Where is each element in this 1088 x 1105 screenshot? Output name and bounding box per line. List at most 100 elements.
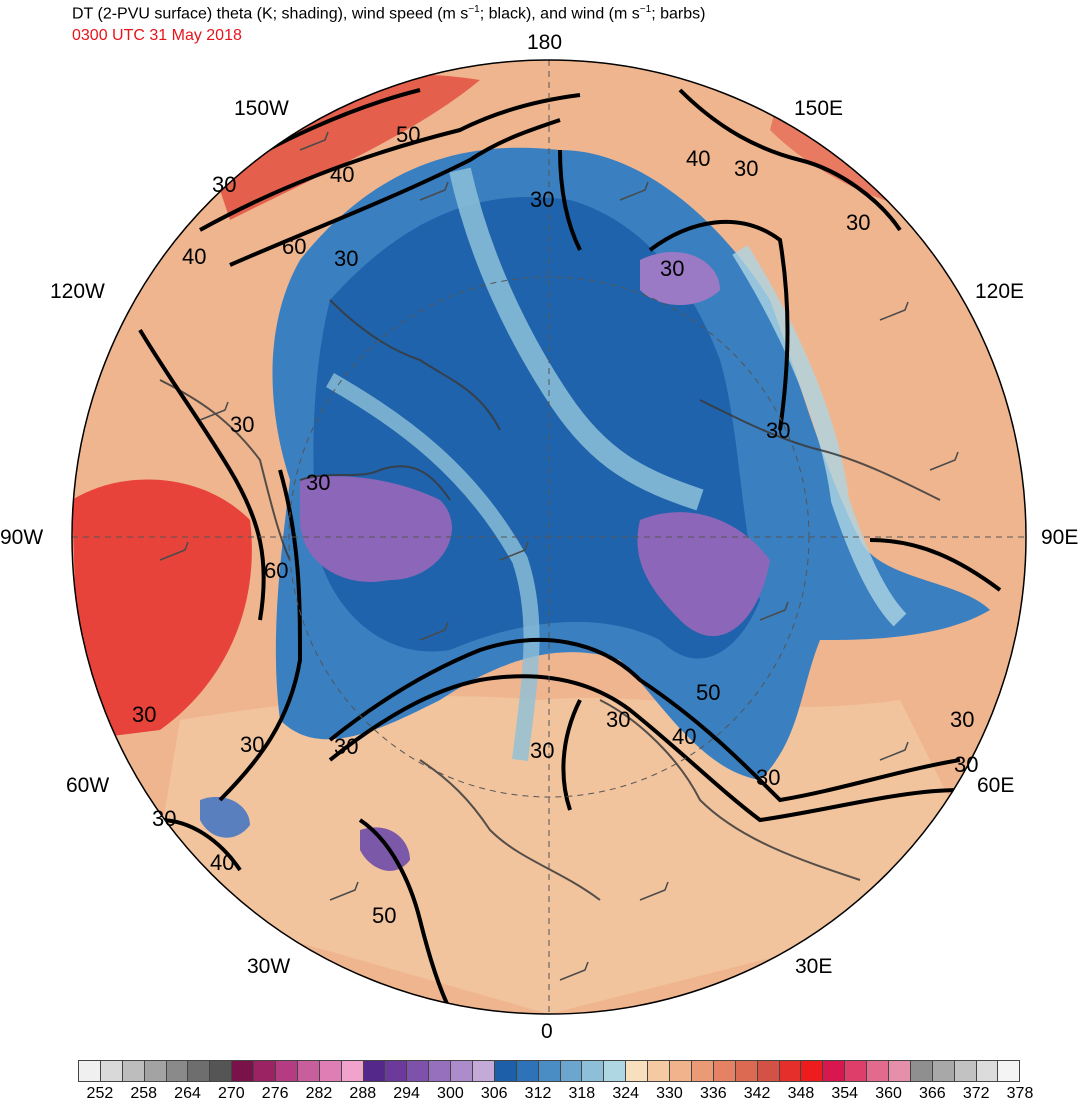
colorbar-tick-label: 366 [919, 1085, 946, 1102]
wind-speed-contours [138, 88, 1002, 1011]
valid-time-subtitle: 0300 UTC 31 May 2018 [72, 27, 242, 44]
colorbar-cell [604, 1061, 627, 1081]
figure-title: DT (2-PVU surface) theta (K; shading), w… [72, 4, 706, 23]
contour-label: 30 [334, 246, 358, 271]
colorbar-cell [166, 1061, 189, 1081]
contour-label: 30 [530, 738, 554, 763]
contour-label: 50 [396, 122, 420, 147]
map-boundary [71, 59, 1027, 1015]
lon-label-30w: 30W [247, 955, 291, 978]
colorbar-cell [954, 1061, 977, 1081]
colorbar-cell [254, 1061, 277, 1081]
contour-label: 30 [954, 752, 978, 777]
colorbar-cell [341, 1061, 364, 1081]
colorbar-cell [210, 1061, 233, 1081]
contour-label: 30 [756, 765, 780, 790]
lon-label-60w: 60W [66, 774, 110, 797]
colorbar-cell [297, 1061, 320, 1081]
colorbar-tick-label: 264 [174, 1085, 201, 1102]
contour-label: 30 [306, 470, 330, 495]
colorbar-cell [144, 1061, 167, 1081]
colorbar-tick-label: 282 [305, 1085, 333, 1102]
colorbar-cell [538, 1061, 561, 1081]
colorbar-tick-label: 258 [130, 1085, 158, 1102]
coastlines [159, 299, 941, 901]
colorbar-tick-label: 312 [524, 1085, 552, 1102]
cold-core-purple-north [640, 251, 720, 305]
colorbar-cell [385, 1061, 408, 1081]
colorbar-tick-label: 294 [393, 1085, 420, 1102]
colorbar-cell [801, 1061, 824, 1081]
contour-label: 30 [766, 418, 790, 443]
colorbar-cell [779, 1061, 802, 1081]
colorbar-cell [232, 1061, 255, 1081]
warm-region-lower [150, 696, 1000, 1014]
lon-label-180: 180 [527, 31, 563, 54]
colorbar-cell [713, 1061, 736, 1081]
light-blue-filament-2 [326, 373, 540, 761]
lon-label-120w: 120W [50, 280, 105, 303]
lon-label-90e: 90E [1041, 526, 1079, 549]
colorbar-cell [845, 1061, 868, 1081]
colorbar-cell [560, 1061, 583, 1081]
colorbar-tick-label: 252 [86, 1085, 114, 1102]
contour-label: 30 [734, 156, 758, 181]
colorbar-cell [451, 1061, 474, 1081]
colorbar-cell [910, 1061, 933, 1081]
contour-label: 30 [240, 732, 264, 757]
colorbar-cell [516, 1061, 539, 1081]
colorbar-cell [932, 1061, 955, 1081]
colorbar-cell [626, 1061, 649, 1081]
cold-spot-newfoundland [200, 796, 250, 838]
colorbar-tick-label: 378 [1006, 1085, 1034, 1102]
contour-label: 60 [282, 234, 306, 259]
colorbar-cell [429, 1061, 452, 1081]
contour-label: 40 [182, 244, 206, 269]
colorbar-tick-label: 306 [480, 1085, 508, 1102]
light-blue-filament-1 [449, 167, 704, 511]
colorbar-tick-label: 360 [875, 1085, 902, 1102]
contour-label: 40 [686, 146, 710, 171]
lon-label-90w: 90W [0, 526, 44, 549]
lon-label-60e: 60E [977, 774, 1015, 797]
wind-barbs [159, 131, 959, 981]
contour-label: 30 [132, 702, 156, 727]
light-blue-filament-3 [732, 245, 907, 627]
colorbar-tick-label: 318 [568, 1085, 596, 1102]
colorbar-tick-label: 330 [656, 1085, 683, 1102]
contour-label: 30 [230, 412, 254, 437]
colorbar-cell [998, 1061, 1020, 1081]
lon-label-150w: 150W [234, 97, 289, 120]
cold-core-purple-east [637, 512, 770, 637]
colorbar-cell [319, 1061, 342, 1081]
contour-label: 50 [372, 903, 396, 928]
colorbar-cell [691, 1061, 714, 1081]
colorbar-tick-label: 372 [962, 1085, 990, 1102]
colorbar-cell [276, 1061, 298, 1081]
colorbar-cell [407, 1061, 430, 1081]
contour-label: 30 [152, 806, 176, 831]
colorbar-cell [473, 1061, 495, 1081]
hot-region-north-america [72, 479, 252, 740]
colorbar-tick-label: 324 [612, 1085, 640, 1102]
contour-label: 30 [846, 210, 870, 235]
colorbar-tick-label: 270 [217, 1085, 245, 1102]
colorbar-tick-label: 336 [699, 1085, 727, 1102]
colorbar-cell [122, 1061, 145, 1081]
colorbar-cell [757, 1061, 780, 1081]
colorbar-cell [670, 1061, 692, 1081]
contour-label: 40 [672, 724, 696, 749]
colorbar-cell [582, 1061, 605, 1081]
lon-label-150e: 150E [794, 97, 844, 120]
lon-label-30e: 30E [795, 955, 833, 978]
contour-label: 60 [264, 558, 288, 583]
colorbar-cell [735, 1061, 758, 1081]
colorbar-cell [867, 1061, 889, 1081]
colorbar-tick-label: 348 [787, 1085, 815, 1102]
graticule [72, 60, 1026, 1014]
colorbar-tick-label: 354 [831, 1085, 859, 1102]
lon-label-120e: 120E [975, 280, 1025, 303]
contour-label: 30 [950, 707, 974, 732]
colorbar-cell [363, 1061, 386, 1081]
